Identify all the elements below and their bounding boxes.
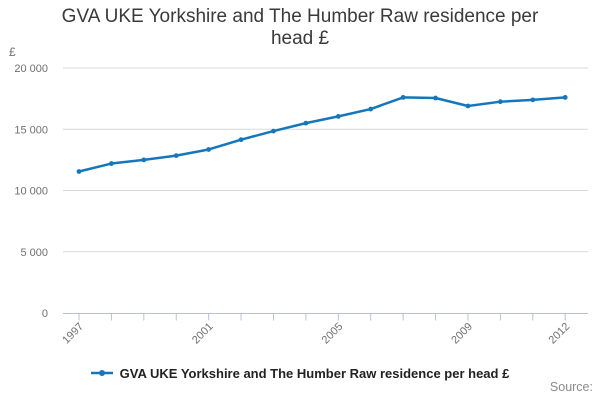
legend-series-marker-icon	[90, 370, 113, 376]
x-tick-label: 2012	[547, 321, 573, 347]
x-tick-label: 2005	[320, 321, 346, 347]
series-data-points[interactable]	[76, 95, 568, 174]
legend-series-label: GVA UKE Yorkshire and The Humber Raw res…	[119, 365, 510, 381]
y-tick-label: 5 000	[20, 247, 48, 259]
chart-title: GVA UKE Yorkshire and The Humber Raw res…	[61, 6, 539, 49]
y-tick-label: 10 000	[14, 186, 48, 198]
source-note: Source:	[549, 380, 593, 394]
data-point[interactable]	[303, 120, 309, 126]
series-line	[77, 96, 567, 173]
data-point[interactable]	[76, 169, 82, 174]
data-point[interactable]	[530, 97, 536, 103]
data-point[interactable]	[238, 137, 244, 143]
x-tick-label: 2009	[449, 321, 475, 347]
data-point[interactable]	[335, 113, 341, 119]
data-point[interactable]	[497, 99, 503, 105]
data-point[interactable]	[109, 161, 114, 166]
data-point[interactable]	[206, 147, 212, 152]
data-point[interactable]	[141, 157, 147, 163]
x-tick-label: 2001	[190, 321, 216, 347]
y-tick-label: 0	[42, 308, 48, 320]
data-point[interactable]	[400, 95, 406, 100]
y-axis-unit-label: £	[9, 45, 16, 59]
data-point[interactable]	[173, 153, 179, 158]
data-point[interactable]	[368, 106, 374, 112]
y-tick-label: 20 000	[14, 63, 48, 75]
x-tick-label: 1997	[60, 321, 86, 347]
data-point[interactable]	[433, 95, 438, 101]
data-point[interactable]	[562, 95, 568, 100]
y-tick-label: 15 000	[14, 124, 48, 136]
data-point[interactable]	[271, 128, 276, 134]
legend[interactable]: GVA UKE Yorkshire and The Humber Raw res…	[0, 363, 600, 383]
data-point[interactable]	[465, 103, 471, 109]
